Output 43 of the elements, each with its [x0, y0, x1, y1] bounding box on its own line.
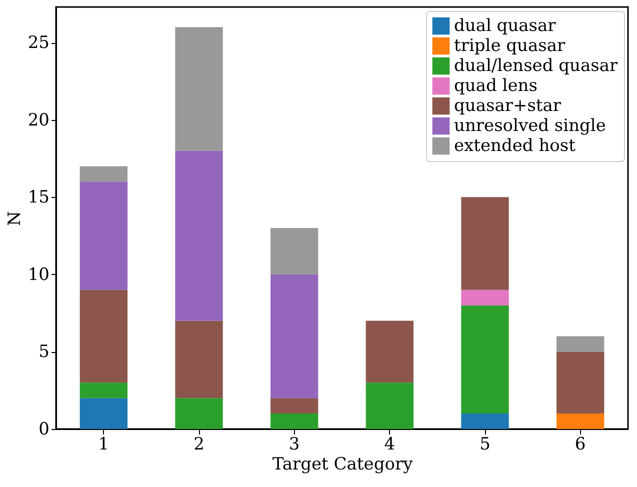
bar [80, 290, 128, 383]
legend-label: dual/lensed quasar [454, 56, 618, 76]
bar [270, 414, 318, 429]
x-axis-title: Target Category [272, 454, 414, 474]
bar [80, 398, 128, 429]
y-axis-title: N [4, 210, 25, 226]
legend-label: unresolved single [454, 116, 606, 136]
bar [270, 228, 318, 274]
legend-label: triple quasar [454, 36, 566, 56]
bar [461, 290, 509, 306]
legend-label: quasar+star [454, 96, 562, 116]
bar [461, 197, 509, 290]
legend-label: quad lens [454, 76, 538, 96]
bar [556, 336, 604, 352]
x-tick-label: 6 [574, 434, 586, 454]
legend-label: extended host [454, 136, 576, 156]
y-tick-label: 20 [28, 110, 50, 130]
bar [270, 398, 318, 414]
bar [175, 320, 223, 398]
bar [366, 320, 414, 383]
y-tick-label: 25 [28, 33, 50, 54]
x-tick-label: 5 [480, 434, 490, 454]
bar [556, 414, 604, 429]
bar [461, 305, 509, 414]
bar [270, 274, 318, 398]
bar [175, 27, 223, 151]
bar [556, 352, 604, 414]
bar [175, 398, 223, 429]
bar [80, 166, 128, 182]
x-tick-label: 3 [288, 434, 300, 454]
x-tick-label: 2 [194, 434, 204, 454]
x-tick-label: 4 [384, 434, 396, 454]
x-tick-label: 1 [98, 434, 110, 454]
bar [461, 414, 509, 429]
y-tick-label: 5 [38, 342, 50, 362]
bar [80, 182, 128, 290]
y-tick-label: 0 [38, 420, 50, 440]
bar [366, 382, 414, 429]
y-tick-label: 15 [28, 188, 50, 208]
bar [80, 382, 128, 398]
legend-label: dual quasar [454, 16, 557, 36]
bar [175, 150, 223, 321]
y-tick-label: 10 [28, 264, 50, 285]
